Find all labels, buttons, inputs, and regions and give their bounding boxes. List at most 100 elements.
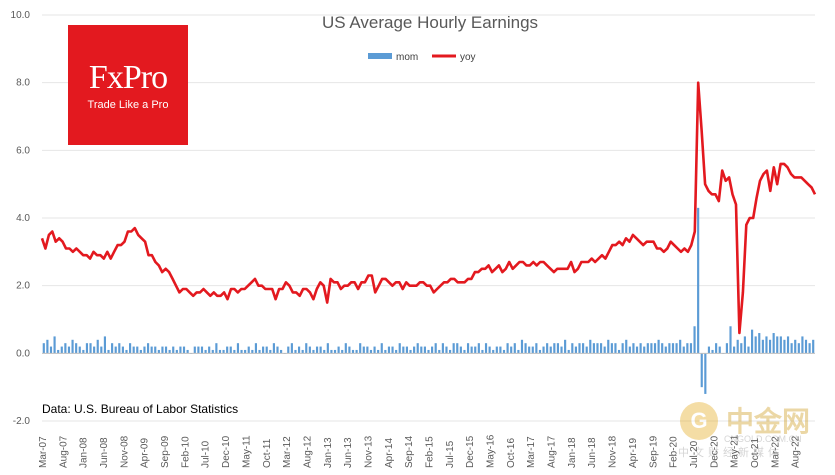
mom-bar [93,346,96,354]
x-tick-label: May-16 [486,434,497,468]
mom-bar [373,346,376,354]
fxpro-logo: FxPro Trade Like a Pro [68,25,188,145]
yoy-line-group [40,81,817,335]
x-tick-label: Apr-19 [628,438,639,468]
mom-bar [57,349,60,354]
mom-bar [653,343,657,354]
mom-bar [362,346,365,354]
mom-bar [513,343,516,354]
x-tick-label: Jun-13 [343,437,354,468]
mom-bar [168,349,171,354]
mom-bar [233,349,236,354]
mom-bar [535,343,538,354]
mom-bar [405,346,409,354]
x-tick-label: Aug-12 [302,435,313,468]
mom-bar [474,346,477,354]
mom-bar [448,349,452,354]
mom-bar [650,343,653,354]
mom-bar [754,336,757,354]
x-tick-label: May-11 [241,435,252,468]
mom-bar [179,346,182,354]
mom-bar [603,346,606,354]
legend-swatch-mom [368,53,392,59]
mom-bar [718,346,721,354]
mom-bar [380,343,383,354]
mom-bar [287,346,290,354]
x-tick-label: Jan-08 [79,437,90,468]
mom-bar [614,343,617,354]
mom-bar [369,349,373,354]
x-tick-label: Sep-19 [648,435,659,468]
mom-bar [765,336,768,354]
mom-bar [459,346,462,354]
mom-bar [801,336,804,354]
mom-bar [118,343,121,354]
mom-bar [711,349,714,354]
mom-bar [114,346,117,354]
mom-bar [315,346,319,354]
mom-bar [668,343,671,354]
mom-bar [395,349,398,354]
mom-bar [556,343,560,354]
watermark-sub: 中文财经新媒体 [678,447,783,459]
mom-bar [413,346,416,354]
mom-bar [625,339,628,354]
mom-bar [790,343,793,354]
mom-bar [154,346,157,354]
mom-bar [337,346,340,354]
mom-bar [639,343,642,354]
watermark-url: CNGOLD.COM.CN [724,434,802,444]
mom-bar [697,207,700,354]
mom-bar [89,343,92,354]
mom-bar [319,346,322,354]
mom-bar [186,349,189,354]
mom-bar [236,343,240,354]
x-axis: Mar-07 Aug-07 Jan-08 Jun-08 Nov-08 Apr-09 Sep-… [38,434,802,468]
mom-bar [578,343,581,354]
mom-bar [585,346,588,354]
mom-bar [402,346,405,354]
mom-bar [42,343,45,354]
x-tick-label: May-21 [730,434,741,468]
mom-bar [262,346,265,354]
chart-title: US Average Hourly Earnings [322,13,538,32]
mom-bar [276,346,279,354]
mom-bar [121,346,124,354]
mom-bar [146,343,150,354]
x-tick-label: Nov-08 [119,435,130,468]
y-tick-label: 0.0 [16,348,30,359]
x-tick-label: Jul-10 [201,440,212,468]
mom-bar [67,346,71,354]
mom-bar [715,343,718,354]
x-tick-label: Jan-18 [567,437,578,468]
mom-bar [546,343,549,354]
mom-bar [344,343,347,354]
x-tick-label: Oct-11 [262,438,273,468]
mom-bar [182,346,186,354]
mom-bar [740,343,743,354]
x-tick-label: Aug-17 [547,435,558,468]
mom-bar [136,346,139,354]
mom-bar [240,349,243,354]
mom-bars [42,207,815,394]
mom-bar [452,343,455,354]
mom-bar [254,343,258,354]
mom-bar [564,339,567,354]
legend-label-mom: mom [396,52,418,63]
mom-bar [416,343,419,354]
y-tick-label: 2.0 [16,281,30,292]
mom-bar [226,346,229,354]
mom-bar [499,346,502,354]
x-tick-label: Oct-16 [506,438,517,468]
x-tick-label: Mar-07 [38,436,49,468]
mom-bar [85,343,89,354]
mom-bar [463,349,466,354]
mom-bar [366,346,369,354]
mom-bar [60,346,63,354]
x-tick-label: Mar-12 [282,436,293,468]
logo-name: FxPro [88,59,168,96]
mom-bar [258,349,261,354]
mom-bar [441,343,444,354]
mom-bar [82,349,85,354]
watermark-glyph-icon: G [690,408,708,433]
